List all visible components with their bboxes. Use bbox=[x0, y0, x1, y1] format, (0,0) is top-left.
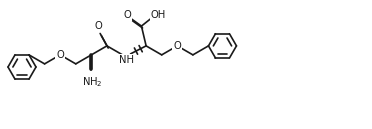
Text: OH: OH bbox=[151, 10, 166, 20]
Text: NH$_2$: NH$_2$ bbox=[82, 76, 103, 90]
Text: O: O bbox=[56, 50, 64, 60]
Text: O: O bbox=[173, 41, 181, 51]
Text: O: O bbox=[94, 21, 102, 31]
Text: NH: NH bbox=[119, 55, 134, 65]
Text: O: O bbox=[124, 10, 131, 20]
